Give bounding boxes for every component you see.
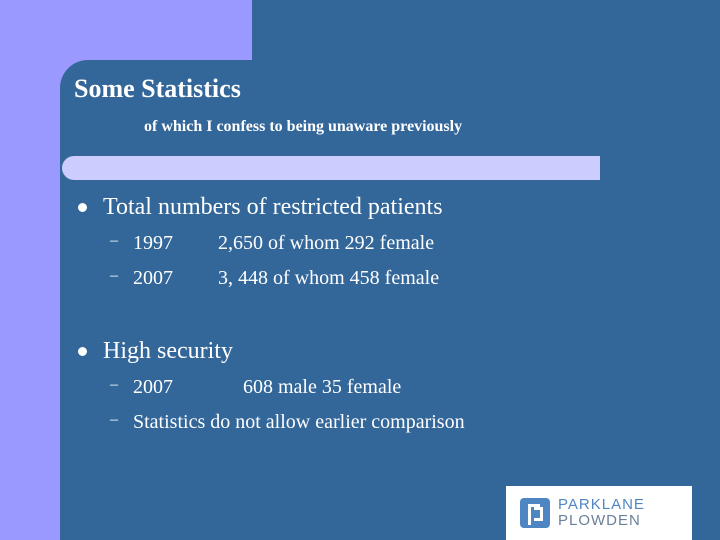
logo-text: PARKLANE PLOWDEN [558,497,645,529]
bullet-dot-icon [78,347,87,356]
sub-bullet-detail: Statistics do not allow earlier comparis… [133,411,465,433]
slide-subtitle: of which I confess to being unaware prev… [144,118,463,135]
sub-bullet-item: – 2007 608 male 35 female [0,376,720,402]
sub-bullet-item: – 1997 2,650 of whom 292 female [0,232,720,258]
dash-icon: – [110,376,118,393]
sub-bullet-detail: 2,650 of whom 292 female [218,232,435,254]
logo-line-1: PARKLANE [558,496,645,513]
sub-bullet-year: 2007 [133,376,173,398]
parklane-p-icon [520,498,550,528]
title-separator-bar [62,156,600,180]
title-panel [60,60,252,170]
bullet-item: High security [78,338,233,365]
sub-bullet-year: 1997 [133,232,173,254]
sub-bullet-year: 2007 [133,267,173,289]
bullet-dot-icon [78,203,87,212]
logo-line-2: PLOWDEN [558,512,641,529]
dash-icon: – [110,232,118,249]
dash-icon: – [110,411,118,428]
sub-bullet-detail: 608 male 35 female [243,376,402,398]
bullet-item: Total numbers of restricted patients [78,194,443,221]
sub-bullet-detail: 3, 448 of whom 458 female [218,267,440,289]
bullet-text: High security [103,338,233,364]
dash-icon: – [110,267,118,284]
sub-bullet-item: – 2007 3, 448 of whom 458 female [0,267,720,293]
bullet-text: Total numbers of restricted patients [103,194,443,220]
slide-title: Some Statistics [74,74,241,103]
sub-bullet-item: – Statistics do not allow earlier compar… [0,411,720,437]
parklane-plowden-logo: PARKLANE PLOWDEN [506,486,692,540]
